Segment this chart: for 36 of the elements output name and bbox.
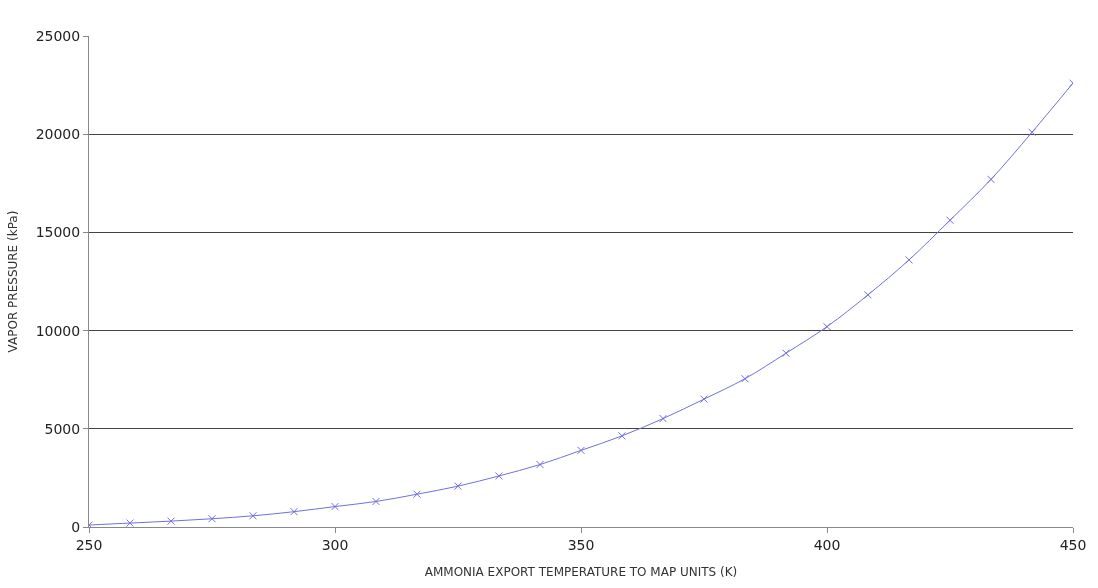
point — [331, 502, 339, 511]
x-tick-label: 400 — [813, 536, 841, 553]
y-tick-label: 10000 — [35, 322, 81, 339]
x-tick-label: 250 — [75, 536, 103, 553]
point — [700, 395, 708, 404]
point — [290, 507, 299, 516]
point — [617, 431, 626, 440]
y-axis-title: VAPOR PRESSURE (kPa) — [5, 210, 20, 353]
point — [167, 517, 176, 526]
y-tick-label: 5000 — [44, 420, 81, 437]
point — [905, 255, 914, 264]
x-tick-label: 300 — [321, 536, 349, 553]
point — [536, 460, 545, 469]
point — [125, 519, 134, 527]
point — [577, 446, 585, 455]
point — [740, 374, 749, 383]
x-tick-label: 450 — [1059, 536, 1087, 553]
point — [863, 290, 872, 299]
y-tick-label: 0 — [71, 518, 81, 535]
point — [659, 414, 668, 423]
point — [413, 490, 422, 499]
point — [1028, 128, 1037, 137]
x-tick-label: 350 — [567, 536, 595, 553]
point — [782, 349, 791, 358]
y-tick-label: 20000 — [35, 126, 81, 143]
point — [986, 175, 995, 184]
x-axis-title: AMMONIA EXPORT TEMPERATURE TO MAP UNITS (K) — [424, 564, 738, 579]
point — [371, 497, 380, 506]
point — [823, 322, 831, 331]
y-tick-label: 25000 — [35, 27, 81, 44]
point — [494, 471, 503, 480]
point — [946, 216, 954, 225]
point — [248, 511, 257, 520]
point — [208, 514, 216, 523]
y-tick-label: 15000 — [35, 224, 81, 241]
point — [454, 482, 462, 491]
